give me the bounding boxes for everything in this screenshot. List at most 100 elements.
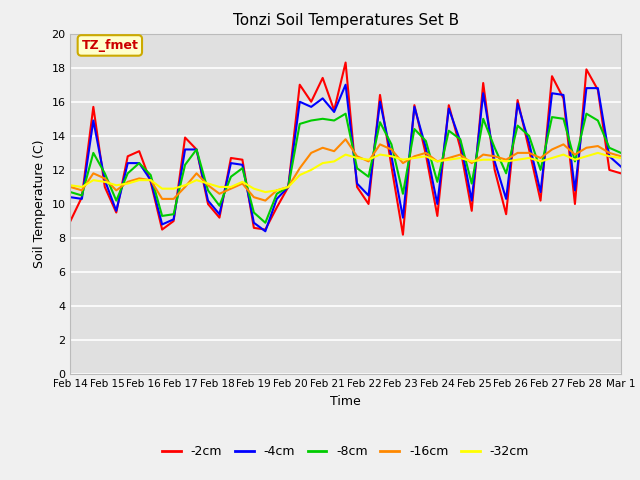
-16cm: [170, 196, 177, 202]
-4cm: [67, 194, 74, 200]
-4cm: [445, 106, 452, 111]
-8cm: [376, 120, 384, 125]
-16cm: [479, 152, 487, 157]
-16cm: [239, 180, 246, 186]
-8cm: [411, 126, 419, 132]
-16cm: [548, 146, 556, 152]
-8cm: [170, 211, 177, 217]
-4cm: [525, 140, 533, 145]
-2cm: [147, 179, 154, 185]
-4cm: [181, 146, 189, 152]
-2cm: [342, 60, 349, 65]
-32cm: [525, 155, 533, 161]
-4cm: [101, 177, 109, 183]
-8cm: [468, 180, 476, 186]
-2cm: [468, 208, 476, 214]
-8cm: [365, 174, 372, 180]
-4cm: [514, 101, 522, 107]
-4cm: [158, 222, 166, 228]
Line: -16cm: -16cm: [70, 139, 621, 201]
-8cm: [90, 150, 97, 156]
-4cm: [376, 99, 384, 105]
-32cm: [204, 180, 212, 186]
Line: -8cm: -8cm: [70, 114, 621, 223]
-4cm: [227, 160, 235, 166]
-8cm: [262, 220, 269, 226]
Legend: -2cm, -4cm, -8cm, -16cm, -32cm: -2cm, -4cm, -8cm, -16cm, -32cm: [157, 440, 534, 463]
-16cm: [571, 152, 579, 157]
-32cm: [101, 179, 109, 185]
-8cm: [296, 121, 303, 127]
-8cm: [605, 145, 613, 151]
-16cm: [502, 157, 510, 163]
-16cm: [136, 176, 143, 181]
-4cm: [605, 154, 613, 159]
-32cm: [559, 152, 567, 157]
-16cm: [101, 176, 109, 181]
-16cm: [78, 188, 86, 193]
-2cm: [399, 232, 407, 238]
-2cm: [353, 184, 361, 190]
-32cm: [227, 184, 235, 190]
-32cm: [181, 182, 189, 188]
-8cm: [319, 116, 326, 121]
-32cm: [479, 157, 487, 163]
-2cm: [330, 108, 338, 113]
-16cm: [514, 150, 522, 156]
-32cm: [582, 154, 590, 159]
-2cm: [594, 87, 602, 93]
-32cm: [502, 158, 510, 164]
-8cm: [433, 179, 441, 185]
-16cm: [559, 142, 567, 147]
-4cm: [319, 96, 326, 101]
-4cm: [548, 90, 556, 96]
-8cm: [502, 170, 510, 176]
-16cm: [376, 142, 384, 147]
-2cm: [422, 152, 429, 157]
-2cm: [376, 92, 384, 98]
-4cm: [582, 85, 590, 91]
-4cm: [342, 82, 349, 87]
-8cm: [422, 138, 429, 144]
-2cm: [67, 218, 74, 224]
-8cm: [204, 188, 212, 193]
-16cm: [525, 150, 533, 156]
-2cm: [559, 96, 567, 101]
-8cm: [617, 150, 625, 156]
-16cm: [319, 145, 326, 151]
-32cm: [594, 150, 602, 156]
-2cm: [239, 157, 246, 163]
-4cm: [147, 177, 154, 183]
-4cm: [617, 164, 625, 169]
-16cm: [147, 177, 154, 183]
-4cm: [537, 189, 545, 195]
-8cm: [101, 170, 109, 176]
-32cm: [445, 157, 452, 163]
-8cm: [456, 136, 464, 142]
-2cm: [227, 155, 235, 161]
-32cm: [124, 180, 132, 186]
-4cm: [399, 215, 407, 220]
-16cm: [353, 154, 361, 159]
-8cm: [330, 118, 338, 123]
-2cm: [158, 227, 166, 232]
-32cm: [571, 157, 579, 163]
-32cm: [330, 158, 338, 164]
-4cm: [433, 201, 441, 207]
-32cm: [78, 184, 86, 190]
Text: TZ_fmet: TZ_fmet: [81, 39, 138, 52]
-8cm: [273, 191, 280, 197]
-8cm: [342, 111, 349, 117]
-32cm: [90, 177, 97, 183]
-8cm: [594, 118, 602, 123]
-16cm: [388, 146, 396, 152]
-8cm: [548, 114, 556, 120]
-8cm: [113, 198, 120, 204]
-2cm: [181, 135, 189, 141]
-8cm: [537, 167, 545, 173]
-32cm: [147, 177, 154, 183]
-2cm: [90, 104, 97, 110]
-2cm: [273, 204, 280, 210]
-16cm: [422, 150, 429, 156]
-2cm: [250, 225, 258, 231]
